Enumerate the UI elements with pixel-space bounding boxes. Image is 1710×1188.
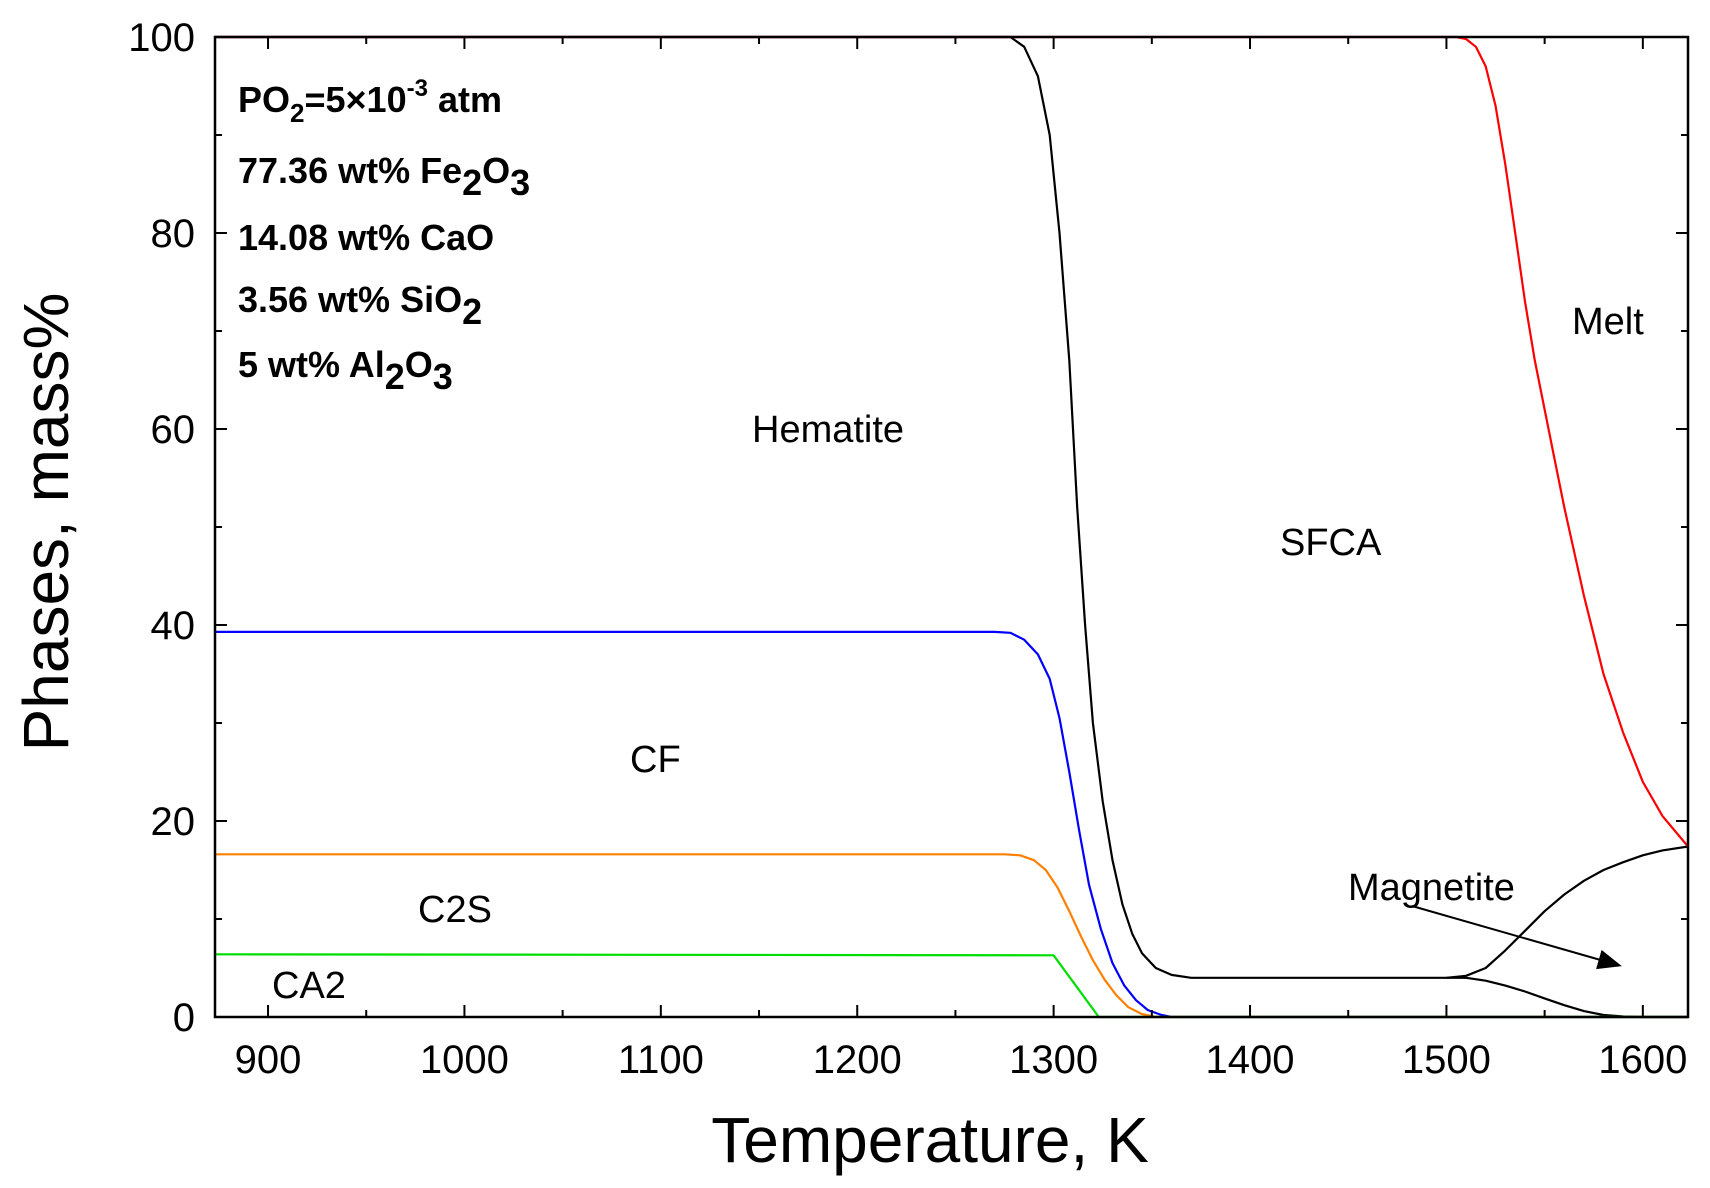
x-tick-label-1300: 1300 bbox=[1009, 1038, 1098, 1082]
labels-layer: 900 1000 1100 1200 1300 1400 1500 1600 0 20 40 60 80… bbox=[128, 16, 1687, 1082]
x-axis-title: Temperature, K bbox=[711, 1104, 1149, 1176]
y-tick-label-100: 100 bbox=[128, 16, 195, 60]
x-tick-label-1200: 1200 bbox=[813, 1038, 902, 1082]
x-tick-label-1500: 1500 bbox=[1402, 1038, 1491, 1082]
series-line-magnetite-lower-boundary bbox=[1446, 976, 1688, 1019]
annotation-line-4: 3.56 wt% SiO2 bbox=[238, 279, 482, 332]
annotation-line-5: 5 wt% Al2O3 bbox=[238, 344, 453, 397]
annotation-line-2: 77.36 wt% Fe2O3 bbox=[238, 150, 530, 203]
region-label-magnetite: Magnetite bbox=[1348, 867, 1515, 909]
y-tick-label-80: 80 bbox=[151, 212, 196, 256]
series-line-hematite-sfca-boundary bbox=[215, 35, 1689, 979]
y-tick-label-20: 20 bbox=[151, 800, 196, 844]
series-line-melt bbox=[215, 35, 1689, 848]
x-tick-label-1000: 1000 bbox=[420, 1038, 509, 1082]
series-layer bbox=[214, 35, 1689, 1019]
region-labels: Hematite SFCA Melt CF C2S CA2 Magnetite bbox=[272, 301, 1644, 1007]
composition-annotation: PO2=5×10-3 atm 77.36 wt% Fe2O3 14.08 wt% C… bbox=[238, 75, 530, 397]
region-label-melt: Melt bbox=[1572, 301, 1644, 343]
annotation-line-1: PO2=5×10-3 atm bbox=[238, 75, 502, 128]
magnetite-arrow bbox=[1411, 905, 1622, 970]
x-tick-label-1100: 1100 bbox=[618, 1038, 704, 1082]
y-axis-title: Phases, mass% bbox=[10, 293, 82, 752]
x-tick-label-900: 900 bbox=[235, 1038, 302, 1082]
region-label-c2s: C2S bbox=[418, 889, 492, 931]
series-line-cf bbox=[215, 630, 1688, 1019]
series-line-ca2 bbox=[214, 953, 1688, 1019]
region-label-sfca: SFCA bbox=[1280, 522, 1382, 564]
region-label-hematite: Hematite bbox=[752, 409, 904, 451]
y-tick-label-60: 60 bbox=[151, 408, 196, 452]
ticks-layer bbox=[215, 36, 1688, 1018]
annotation-line-3: 14.08 wt% CaO bbox=[238, 217, 494, 258]
x-tick-label-1600: 1600 bbox=[1598, 1038, 1687, 1082]
x-tick-label-1400: 1400 bbox=[1206, 1038, 1295, 1082]
region-label-cf: CF bbox=[630, 739, 681, 781]
series-line-c2s bbox=[215, 853, 1688, 1019]
y-tick-label-40: 40 bbox=[151, 604, 196, 648]
y-tick-label-0: 0 bbox=[173, 996, 195, 1040]
region-label-ca2: CA2 bbox=[272, 965, 346, 1007]
